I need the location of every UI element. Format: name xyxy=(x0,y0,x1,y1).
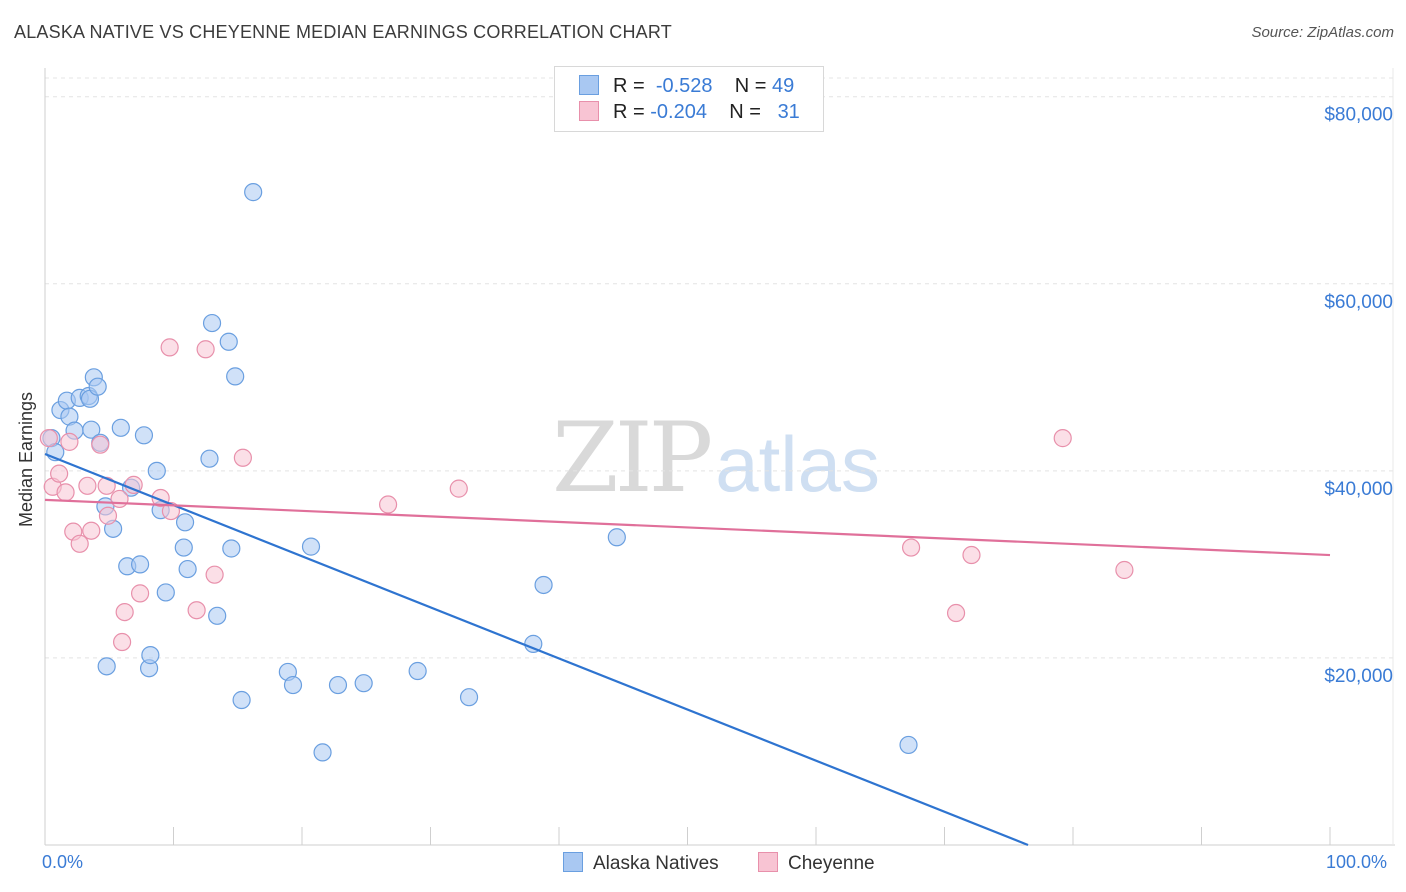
legend: R = -0.528 N = 49 R = -0.204 N = 31 xyxy=(554,66,824,132)
data-point-alaska xyxy=(328,675,348,695)
legend-r-label: R = xyxy=(613,75,645,97)
data-point-alaska xyxy=(156,583,175,602)
data-point-alaska xyxy=(313,743,332,762)
y-axis-label: Median Earnings xyxy=(16,392,36,527)
data-point-cheyenne xyxy=(97,476,116,495)
data-point-alaska xyxy=(141,646,160,665)
legend-n-label: N = xyxy=(734,75,767,97)
data-point-alaska xyxy=(134,426,154,445)
data-point-alaska xyxy=(175,513,195,532)
source-label: Source: ZipAtlas.com xyxy=(1251,24,1394,41)
data-point-cheyenne xyxy=(39,429,58,448)
data-point-cheyenne xyxy=(82,521,101,540)
data-point-cheyenne xyxy=(112,632,132,652)
bottom-legend-swatch-cheyenne xyxy=(758,852,778,872)
data-point-alaska xyxy=(226,367,245,386)
data-point-alaska xyxy=(408,661,427,681)
data-point-cheyenne xyxy=(1053,429,1072,448)
data-point-cheyenne xyxy=(50,464,69,483)
legend-r-value: -0.528 xyxy=(655,75,713,97)
data-point-cheyenne xyxy=(115,602,134,622)
legend-swatch-alaska xyxy=(579,75,599,95)
data-point-cheyenne xyxy=(233,448,252,467)
data-point-alaska xyxy=(244,183,263,202)
data-point-cheyenne xyxy=(130,584,150,603)
legend-row-cheyenne: R = -0.204 N = 31 xyxy=(579,101,800,127)
data-point-cheyenne xyxy=(901,538,921,557)
data-point-cheyenne xyxy=(1115,560,1134,580)
trend-line-cheyenne xyxy=(44,498,1331,557)
legend-row-alaska: R = -0.528 N = 49 xyxy=(579,75,794,101)
data-point-cheyenne xyxy=(449,479,468,498)
y-tick-label: $60,000 xyxy=(1324,292,1393,313)
data-point-alaska xyxy=(97,657,116,676)
data-point-alaska xyxy=(607,528,626,547)
y-tick-label: $80,000 xyxy=(1324,105,1393,126)
bottom-legend-label-alaska: Alaska Natives xyxy=(593,853,719,874)
data-point-alaska xyxy=(459,688,479,707)
chart-title: ALASKA NATIVE VS CHEYENNE MEDIAN EARNING… xyxy=(14,22,672,42)
watermark: ZIPatlas xyxy=(552,402,880,514)
legend-n-label: N = xyxy=(729,101,761,123)
watermark-atlas: atlas xyxy=(715,420,880,508)
data-point-alaska xyxy=(899,735,918,755)
data-point-alaska xyxy=(301,537,321,556)
data-point-alaska xyxy=(130,555,150,574)
trend-line-alaska xyxy=(44,452,1029,847)
data-point-cheyenne xyxy=(60,432,79,451)
data-point-cheyenne xyxy=(56,483,75,502)
data-point-alaska xyxy=(208,606,227,625)
bottom-legend-cheyenne: Cheyenne xyxy=(758,852,875,875)
data-point-alaska xyxy=(174,538,193,557)
data-point-cheyenne xyxy=(70,534,89,553)
bottom-legend-label-cheyenne: Cheyenne xyxy=(788,853,875,874)
y-tick-label: $20,000 xyxy=(1324,666,1393,687)
watermark-zip: ZIP xyxy=(552,402,713,514)
data-point-alaska xyxy=(222,539,241,558)
data-point-alaska xyxy=(82,420,101,439)
x-label-left: 0.0% xyxy=(42,852,84,872)
data-point-cheyenne xyxy=(205,565,224,584)
data-point-alaska xyxy=(354,674,373,693)
data-point-cheyenne xyxy=(962,545,981,565)
legend-r-label: R = xyxy=(613,101,645,123)
data-point-alaska xyxy=(534,575,553,595)
x-label-right: 100.0% xyxy=(1326,852,1388,872)
data-point-cheyenne xyxy=(378,495,398,514)
legend-n-value: 31 xyxy=(777,101,800,123)
data-point-alaska xyxy=(283,675,303,695)
data-point-alaska xyxy=(200,449,219,468)
data-point-alaska xyxy=(232,690,251,710)
data-point-alaska xyxy=(219,332,238,351)
data-point-cheyenne xyxy=(196,340,215,359)
data-point-cheyenne xyxy=(98,506,118,525)
data-point-alaska xyxy=(147,461,166,480)
data-point-cheyenne xyxy=(187,601,206,620)
data-point-cheyenne xyxy=(110,489,129,509)
data-point-alaska xyxy=(111,418,130,437)
data-point-alaska xyxy=(88,377,107,396)
legend-r-value: -0.204 xyxy=(650,101,707,123)
bottom-legend-swatch-alaska xyxy=(563,852,583,872)
y-tick-label: $40,000 xyxy=(1324,479,1393,500)
legend-swatch-cheyenne xyxy=(579,101,599,121)
data-point-alaska xyxy=(202,313,222,333)
legend-n-value: 49 xyxy=(772,75,795,97)
data-point-cheyenne xyxy=(78,476,97,495)
bottom-legend-alaska: Alaska Natives xyxy=(563,852,719,875)
data-point-cheyenne xyxy=(160,338,179,357)
data-point-alaska xyxy=(178,559,197,579)
data-point-cheyenne xyxy=(946,603,966,623)
data-point-cheyenne xyxy=(91,435,110,454)
